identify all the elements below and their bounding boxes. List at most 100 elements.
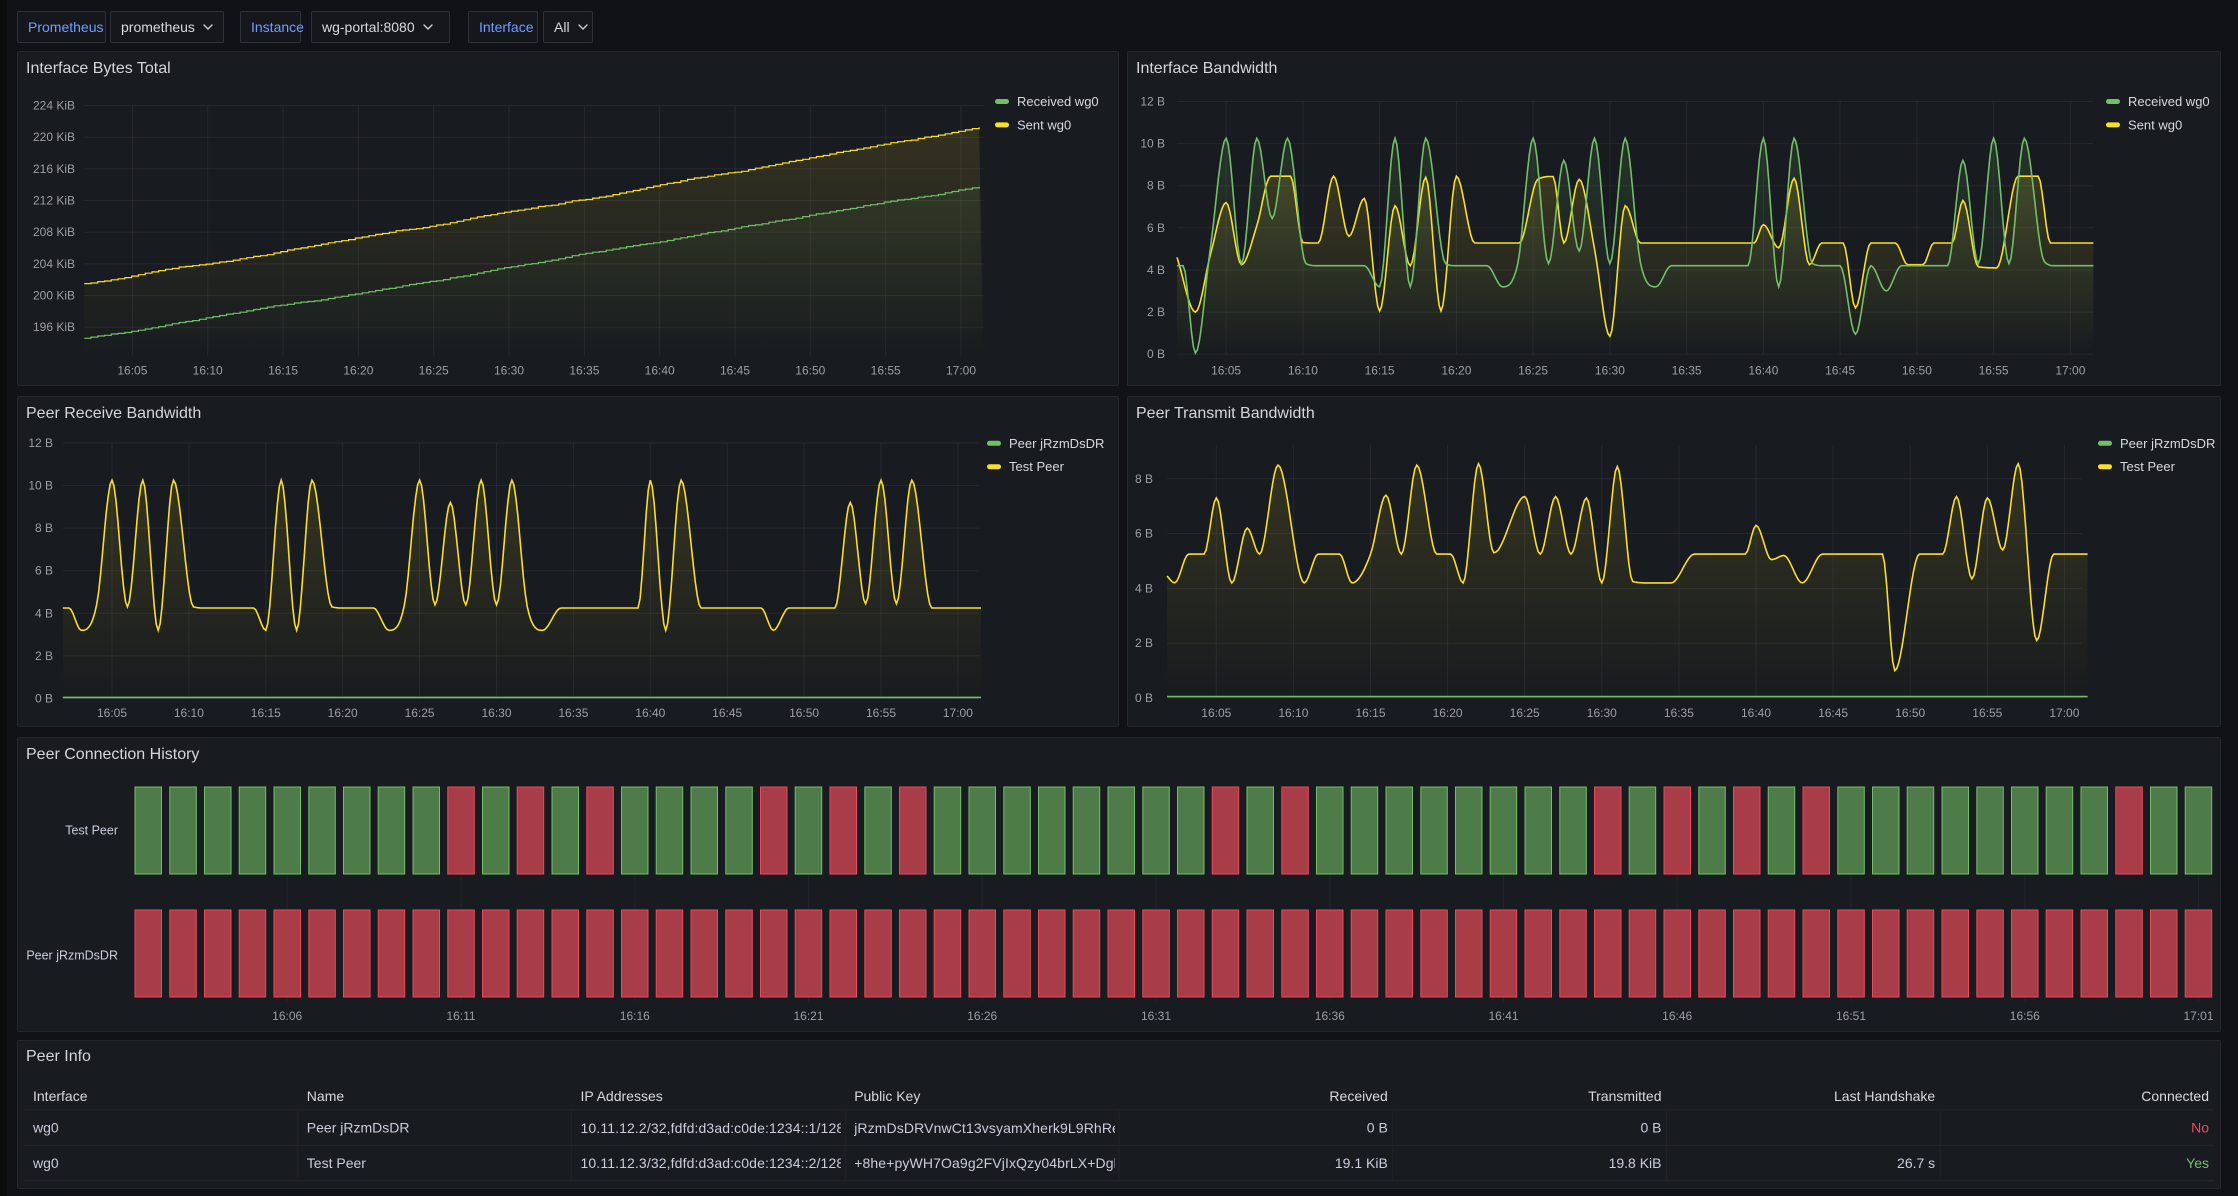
svg-text:4 B: 4 B xyxy=(35,606,53,620)
svg-text:16:05: 16:05 xyxy=(97,706,127,720)
svg-text:16:51: 16:51 xyxy=(1836,1009,1866,1023)
svg-text:IP Addresses: IP Addresses xyxy=(581,1088,663,1104)
svg-text:16:50: 16:50 xyxy=(1895,706,1925,720)
svg-text:Test Peer: Test Peer xyxy=(1009,459,1065,474)
svg-text:16:30: 16:30 xyxy=(494,364,524,378)
svg-text:16:15: 16:15 xyxy=(251,706,281,720)
svg-text:0 B: 0 B xyxy=(1640,1119,1661,1135)
svg-text:17:01: 17:01 xyxy=(2183,1009,2213,1023)
svg-text:16:06: 16:06 xyxy=(272,1009,302,1023)
svg-text:16:40: 16:40 xyxy=(635,706,665,720)
svg-text:16:15: 16:15 xyxy=(1365,364,1395,378)
svg-text:16:05: 16:05 xyxy=(1201,706,1231,720)
svg-text:10 B: 10 B xyxy=(28,479,53,493)
svg-text:12 B: 12 B xyxy=(28,436,53,450)
svg-text:16:05: 16:05 xyxy=(1211,364,1241,378)
svg-text:16:20: 16:20 xyxy=(328,706,358,720)
svg-text:204 KiB: 204 KiB xyxy=(33,257,75,271)
svg-text:0 B: 0 B xyxy=(35,692,53,706)
svg-text:8 B: 8 B xyxy=(1135,472,1153,486)
svg-text:16:21: 16:21 xyxy=(793,1009,823,1023)
svg-text:Transmitted: Transmitted xyxy=(1588,1088,1661,1104)
svg-text:16:45: 16:45 xyxy=(1818,706,1848,720)
svg-text:16:40: 16:40 xyxy=(1741,706,1771,720)
svg-text:16:10: 16:10 xyxy=(1288,364,1318,378)
svg-text:19.8 KiB: 19.8 KiB xyxy=(1609,1155,1662,1171)
svg-text:6 B: 6 B xyxy=(1147,221,1165,235)
svg-text:4 B: 4 B xyxy=(1135,581,1153,595)
svg-text:Peer jRzmDsDR: Peer jRzmDsDR xyxy=(1009,436,1104,451)
svg-text:224 KiB: 224 KiB xyxy=(33,99,75,113)
svg-text:16:16: 16:16 xyxy=(620,1009,650,1023)
svg-text:6 B: 6 B xyxy=(35,564,53,578)
svg-text:Received wg0: Received wg0 xyxy=(1017,94,1099,109)
svg-text:2 B: 2 B xyxy=(1135,636,1153,650)
svg-text:16:25: 16:25 xyxy=(405,706,435,720)
svg-text:16:55: 16:55 xyxy=(871,364,901,378)
svg-text:16:56: 16:56 xyxy=(2010,1009,2040,1023)
svg-text:196 KiB: 196 KiB xyxy=(33,320,75,334)
svg-text:Sent wg0: Sent wg0 xyxy=(1017,117,1071,132)
svg-text:208 KiB: 208 KiB xyxy=(33,225,75,239)
svg-text:16:35: 16:35 xyxy=(558,706,588,720)
svg-text:8 B: 8 B xyxy=(35,521,53,535)
svg-text:4 B: 4 B xyxy=(1147,263,1165,277)
svg-text:16:30: 16:30 xyxy=(1587,706,1617,720)
svg-text:26.7 s: 26.7 s xyxy=(1897,1155,1935,1171)
svg-text:16:45: 16:45 xyxy=(712,706,742,720)
svg-text:16:26: 16:26 xyxy=(967,1009,997,1023)
svg-text:16:35: 16:35 xyxy=(569,364,599,378)
svg-text:17:00: 17:00 xyxy=(943,706,973,720)
svg-text:16:10: 16:10 xyxy=(193,364,223,378)
svg-text:16:05: 16:05 xyxy=(117,364,147,378)
svg-text:16:35: 16:35 xyxy=(1672,364,1702,378)
svg-text:16:45: 16:45 xyxy=(1825,364,1855,378)
svg-text:Test Peer: Test Peer xyxy=(2120,459,2176,474)
svg-text:16:20: 16:20 xyxy=(343,364,373,378)
svg-text:16:35: 16:35 xyxy=(1664,706,1694,720)
svg-text:17:00: 17:00 xyxy=(946,364,976,378)
svg-text:200 KiB: 200 KiB xyxy=(33,289,75,303)
svg-text:2 B: 2 B xyxy=(35,649,53,663)
svg-text:12 B: 12 B xyxy=(1140,95,1165,109)
svg-text:0 B: 0 B xyxy=(1147,347,1165,361)
svg-text:Peer jRzmDsDR: Peer jRzmDsDR xyxy=(2120,436,2215,451)
svg-text:Public Key: Public Key xyxy=(854,1088,920,1104)
svg-text:17:00: 17:00 xyxy=(2055,364,2085,378)
svg-text:16:45: 16:45 xyxy=(720,364,750,378)
svg-text:Peer jRzmDsDR: Peer jRzmDsDR xyxy=(307,1119,410,1135)
svg-text:No: No xyxy=(2191,1119,2209,1135)
svg-text:16:15: 16:15 xyxy=(268,364,298,378)
svg-text:Test Peer: Test Peer xyxy=(65,824,118,838)
svg-text:212 KiB: 212 KiB xyxy=(33,194,75,208)
svg-text:16:50: 16:50 xyxy=(1902,364,1932,378)
svg-text:16:40: 16:40 xyxy=(645,364,675,378)
svg-text:Test Peer: Test Peer xyxy=(307,1155,366,1171)
svg-text:8 B: 8 B xyxy=(1147,179,1165,193)
svg-text:17:00: 17:00 xyxy=(2049,706,2079,720)
svg-text:0 B: 0 B xyxy=(1135,691,1153,705)
svg-text:wg0: wg0 xyxy=(32,1155,59,1171)
svg-text:Peer jRzmDsDR: Peer jRzmDsDR xyxy=(26,949,118,963)
svg-text:Connected: Connected xyxy=(2141,1088,2209,1104)
svg-text:16:50: 16:50 xyxy=(795,364,825,378)
svg-text:16:46: 16:46 xyxy=(1662,1009,1692,1023)
svg-text:6 B: 6 B xyxy=(1135,527,1153,541)
svg-text:16:30: 16:30 xyxy=(1595,364,1625,378)
svg-text:16:36: 16:36 xyxy=(1315,1009,1345,1023)
svg-text:16:40: 16:40 xyxy=(1748,364,1778,378)
svg-text:16:20: 16:20 xyxy=(1441,364,1471,378)
svg-text:Last Handshake: Last Handshake xyxy=(1834,1088,1935,1104)
svg-text:16:41: 16:41 xyxy=(1488,1009,1518,1023)
svg-text:16:25: 16:25 xyxy=(1510,706,1540,720)
svg-text:Sent wg0: Sent wg0 xyxy=(2128,117,2182,132)
svg-text:16:55: 16:55 xyxy=(866,706,896,720)
svg-text:216 KiB: 216 KiB xyxy=(33,162,75,176)
svg-text:Received wg0: Received wg0 xyxy=(2128,94,2210,109)
svg-text:16:30: 16:30 xyxy=(481,706,511,720)
svg-text:Interface: Interface xyxy=(33,1088,88,1104)
svg-text:10 B: 10 B xyxy=(1140,137,1165,151)
svg-text:16:15: 16:15 xyxy=(1355,706,1385,720)
svg-text:16:25: 16:25 xyxy=(419,364,449,378)
svg-text:16:25: 16:25 xyxy=(1518,364,1548,378)
